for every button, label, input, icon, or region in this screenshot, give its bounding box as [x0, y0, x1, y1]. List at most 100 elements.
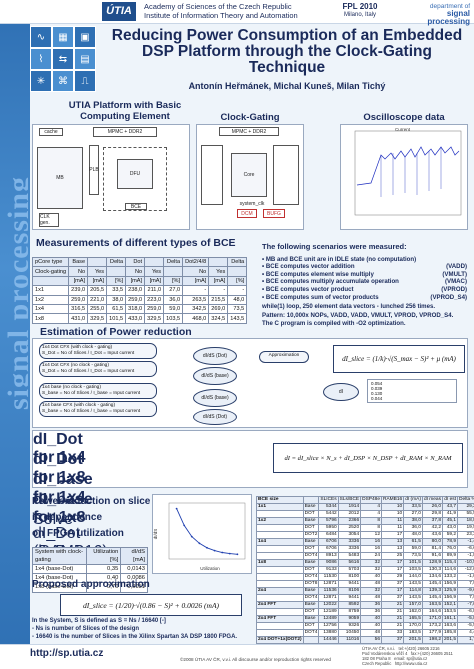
scenario-code: (VADD) [446, 263, 467, 271]
table-row: pCore type Base Delta Dot Delta Dot2/4/8 Delta [31, 256, 248, 268]
table-cell: 3336 [337, 538, 362, 546]
scenario-text: • BCE computes sum of vector products [262, 293, 379, 301]
mb-box: MB [37, 147, 83, 209]
table-row: 2x4 FFT Base 12022 8592 36 21 157,0 163,5 152,1-… [256, 601, 474, 609]
table-cell: 1x2 [256, 517, 304, 525]
table-cell: 21 [380, 608, 405, 616]
table-cell: 3054 [337, 531, 362, 539]
table-cell: -9,6 [457, 587, 474, 595]
data-point [228, 552, 231, 555]
table-cell: DOT [302, 545, 320, 553]
table-cell: 0,70 [86, 582, 122, 593]
table-cell: 40 [360, 615, 382, 623]
table-cell: 6706 [318, 545, 339, 553]
table-cell: 1914 [337, 503, 362, 511]
org-name: Academy of Sciences of the Czech Republi… [144, 2, 298, 20]
table-cell: 0,0051 [120, 582, 148, 593]
table-cell: 41,9 [442, 510, 459, 518]
section-oscilloscope: Oscilloscope data [363, 112, 445, 123]
table-cell: 19,5 [457, 524, 474, 532]
table-cell: 8913 [318, 552, 339, 560]
table-cell: 177,9 [421, 629, 444, 637]
table-cell: [%] [227, 275, 248, 287]
mini-values: 0.054 0.039 0.130 0.044 [367, 379, 457, 403]
table-cell: 329,5 [144, 313, 165, 324]
table-row: 1x4 316,5 255,0 61,5 318,0 259,0 59,0 342,5 269,… [31, 303, 248, 315]
table-cell: [mA] [68, 275, 89, 287]
table-cell: Dot2/4/8 [182, 256, 210, 268]
block-icon: ▦ [52, 26, 74, 48]
table-cell: Yes [87, 266, 108, 277]
scenarios: The following scenarios were measured: •… [262, 243, 467, 328]
list-item: • BCE computes element wise multiply (VMU… [262, 271, 467, 279]
star-icon: ✳ [30, 70, 52, 92]
table-cell: 4 [360, 510, 382, 518]
table-cell: 143,5 [227, 313, 248, 324]
table-cell: 1,7 [457, 636, 474, 644]
table-cell: -6,8 [457, 608, 474, 616]
table-cell: 8106 [337, 587, 362, 595]
table-cell: 16 [360, 538, 382, 546]
section-platform: UTIA Platform with Basic Computing Eleme… [68, 100, 182, 122]
mpmc-box: MPMC + DDR2 [93, 127, 157, 137]
measurements-table: pCore type Base Delta Dot Delta Dot2/4/8 Delta… [31, 256, 248, 324]
cache-box: cache [39, 128, 63, 136]
table-cell: 269,0 [208, 303, 229, 315]
est-box-dot14: dI_Dot for 1x4 [33, 431, 86, 466]
table-cell: DOT4 [302, 552, 320, 560]
table-cell: 26,0 [421, 503, 444, 511]
table-cell: 12489 [318, 615, 339, 623]
table-cell: 171,0 [421, 615, 444, 623]
table-cell: 0,40 [86, 573, 122, 584]
table-cell: pCore type [31, 256, 70, 268]
note-3: - 16640 is the number of Slices in the X… [32, 633, 238, 640]
table-cell: 37 [380, 636, 405, 644]
est-box-base-cg: 1x4 base CFX (with clock - gating) S_bas… [39, 401, 157, 417]
table-cell: 36 [360, 608, 382, 616]
table-cell: 114,6 [442, 566, 459, 574]
clk-box: CLK gen. [39, 213, 59, 227]
table-cell: 12 [360, 531, 382, 539]
table-cell: 9086 [318, 559, 339, 567]
table-cell: 5796 [318, 517, 339, 525]
table-cell: 23,3 [457, 531, 474, 539]
table-cell: 80,0 [421, 538, 444, 546]
table-cell: 1x8 [256, 559, 304, 567]
footer-url[interactable]: http://sp.utia.cz [30, 648, 104, 659]
table-cell: 5703 [337, 566, 362, 574]
y-axis-label: dI/dS [153, 529, 158, 540]
table-cell: 8592 [337, 601, 362, 609]
table-cell: dI/dS [mA] [120, 547, 148, 565]
left-band [0, 0, 30, 669]
section-measurements: Measurements of different types of BCE [36, 237, 236, 249]
data-point [221, 551, 224, 554]
table-row: 1x2 259,0 221,0 38,0 259,0 223,0 36,0 263,5 215,… [31, 294, 248, 305]
table-cell [256, 524, 304, 532]
table-cell: 1x4 (base-Dot) [31, 563, 88, 575]
table-row: 1x1 239,0 205,5 33,5 238,0 211,0 27,0- - - [31, 285, 248, 296]
table-cell: 11536 [318, 587, 339, 595]
table-row: [mA] [mA] [%] [mA] [mA] [%] [mA] [mA] [%] [31, 275, 248, 287]
table-cell: Base [302, 538, 320, 546]
footer [0, 644, 474, 669]
table-cell: 11 [380, 517, 405, 525]
table-cell: -1,4 [457, 538, 474, 546]
table-cell: 2x4 FFT [256, 615, 304, 623]
table-cell: 318,0 [125, 303, 146, 315]
table-row: System with clock-gating Utilization [%] d… [31, 547, 148, 565]
signal-processing-logo: department of signal processing [402, 3, 470, 26]
list-item: • BCE computes multiply accumulate opera… [262, 278, 467, 286]
table-cell: 38,0 [403, 517, 423, 525]
table-cell: 1x4 [256, 538, 304, 546]
scenario-note-3: The C program is compiled with -O2 optim… [262, 320, 406, 328]
arrow-icon: ⇆ [52, 48, 74, 70]
plb-box: PLB [89, 145, 99, 195]
table-cell: 0,0086 [120, 573, 148, 584]
table-row: 1x4 (base-Dot) 0,35 0,0143 [31, 563, 148, 575]
